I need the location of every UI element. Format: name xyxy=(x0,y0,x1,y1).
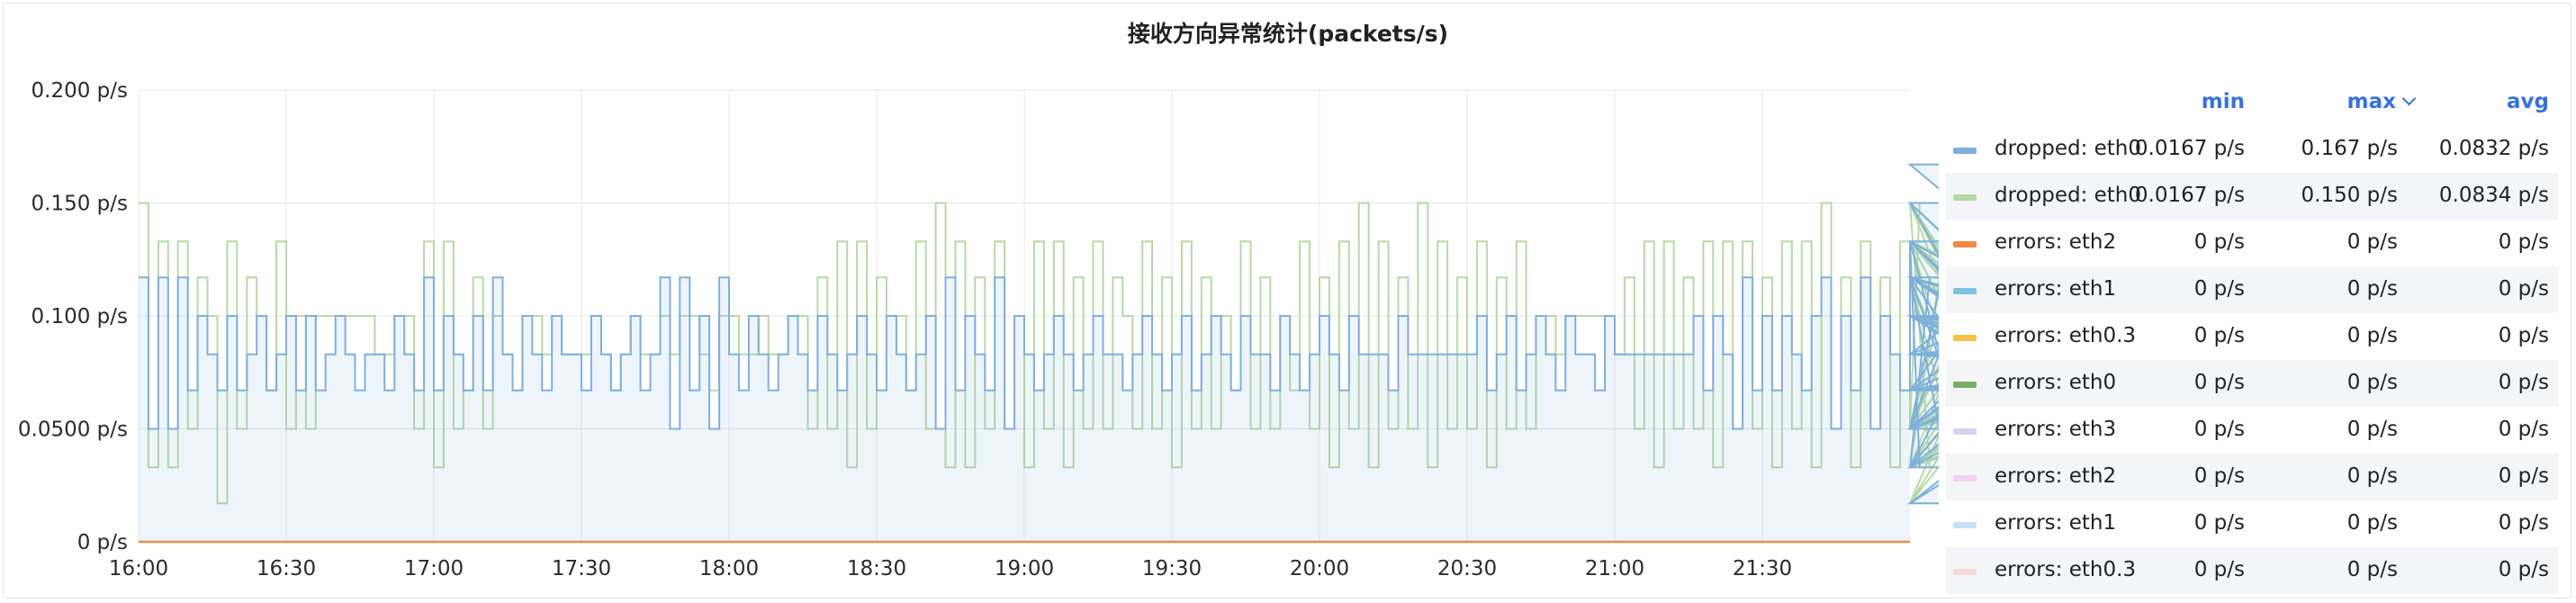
legend-series-name: errors: eth1 xyxy=(1995,511,2117,535)
series-color-swatch xyxy=(1953,288,1977,294)
y-tick-label: 0 p/s xyxy=(77,531,128,554)
legend-max-value: 0 p/s xyxy=(2346,558,2398,581)
legend-min-value: 0.0167 p/s xyxy=(2134,137,2245,160)
legend-min-value: 0 p/s xyxy=(2193,371,2245,394)
x-tick-label: 21:30 xyxy=(1733,557,1792,580)
series-color-swatch xyxy=(1953,382,1977,388)
legend-min-value: 0 p/s xyxy=(2193,277,2245,301)
series-color-swatch xyxy=(1953,475,1977,482)
legend-header-min[interactable]: min xyxy=(2201,90,2245,113)
x-tick-label: 16:00 xyxy=(109,557,168,580)
legend-row[interactable]: dropped: eth0 0.0167 p/s 0.167 p/s 0.0832 p… xyxy=(1946,126,2558,173)
legend-max-value: 0.167 p/s xyxy=(2301,137,2399,160)
legend-avg-value: 0 p/s xyxy=(2498,464,2549,488)
legend-row[interactable]: errors: eth1 0 p/s 0 p/s 0 p/s xyxy=(1946,500,2558,547)
chart-panel: 接收方向异常统计(packets/s) 0 p/s 0.0500 p/s 0.100… xyxy=(3,3,2571,598)
legend-table: min max avg dropped: eth0 0.0167 p/s 0.167… xyxy=(1946,83,2558,594)
series-color-swatch xyxy=(1953,428,1977,435)
legend-header-max-label: max xyxy=(2346,90,2396,113)
legend-max-value: 0 p/s xyxy=(2346,418,2398,441)
legend-series-name: dropped: eth0 xyxy=(1995,184,2142,207)
legend-row[interactable]: errors: eth0.3 0 p/s 0 p/s 0 p/s xyxy=(1946,547,2558,594)
x-tick-label: 17:00 xyxy=(404,557,464,580)
y-tick-label: 0.0500 p/s xyxy=(18,418,128,442)
legend-max-value: 0 p/s xyxy=(2346,230,2398,254)
x-tick-label: 19:30 xyxy=(1142,557,1202,580)
legend-min-value: 0 p/s xyxy=(2193,324,2245,347)
series-line xyxy=(139,202,1939,505)
legend-avg-value: 0 p/s xyxy=(2498,277,2549,301)
x-tick-label: 21:00 xyxy=(1585,557,1644,580)
legend-series-name: errors: eth0.3 xyxy=(1995,324,2137,347)
series-color-swatch xyxy=(1953,241,1977,248)
legend-series-name: errors: eth2 xyxy=(1995,464,2117,488)
panel-title: 接收方向异常统计(packets/s) xyxy=(1127,21,1449,47)
x-tick-label: 19:00 xyxy=(995,557,1054,580)
x-tick-label: 20:30 xyxy=(1437,557,1497,580)
axis-layer: 0 p/s 0.0500 p/s 0.100 p/s 0.150 p/s 0.200 p… xyxy=(18,79,1792,580)
legend-max-value: 0 p/s xyxy=(2346,277,2398,301)
legend-header: min max avg xyxy=(1946,83,2558,126)
legend-max-value: 0 p/s xyxy=(2346,371,2398,394)
legend-max-value: 0 p/s xyxy=(2346,511,2398,535)
legend-avg-value: 0.0832 p/s xyxy=(2438,137,2549,160)
legend-avg-value: 0 p/s xyxy=(2498,230,2549,254)
legend-avg-value: 0 p/s xyxy=(2498,511,2549,535)
legend-max-value: 0.150 p/s xyxy=(2301,184,2399,207)
series-color-swatch xyxy=(1953,569,1977,575)
legend-avg-value: 0 p/s xyxy=(2498,324,2549,347)
legend-min-value: 0 p/s xyxy=(2193,464,2245,488)
legend-min-value: 0.0167 p/s xyxy=(2134,184,2245,207)
legend-avg-value: 0 p/s xyxy=(2498,558,2549,581)
legend-header-avg[interactable]: avg xyxy=(2507,90,2549,113)
series-color-swatch xyxy=(1953,148,1977,154)
x-tick-label: 17:30 xyxy=(552,557,611,580)
legend-min-value: 0 p/s xyxy=(2193,418,2245,441)
legend-row[interactable]: errors: eth0 0 p/s 0 p/s 0 p/s xyxy=(1946,360,2558,407)
series-area xyxy=(139,164,1939,542)
legend-row[interactable]: errors: eth0.3 0 p/s 0 p/s 0 p/s xyxy=(1946,313,2558,360)
legend-series-name: errors: eth0.3 xyxy=(1995,558,2137,581)
series-layer xyxy=(139,163,1939,544)
series-color-swatch xyxy=(1953,194,1977,201)
legend-avg-value: 0 p/s xyxy=(2498,371,2549,394)
legend-avg-value: 0 p/s xyxy=(2498,418,2549,441)
legend-row[interactable]: errors: eth3 0 p/s 0 p/s 0 p/s xyxy=(1946,407,2558,454)
series-line xyxy=(139,163,1939,505)
y-tick-label: 0.200 p/s xyxy=(32,79,129,103)
x-tick-label: 16:30 xyxy=(257,557,316,580)
x-tick-label: 20:00 xyxy=(1290,557,1349,580)
series-color-swatch xyxy=(1953,335,1977,341)
legend-avg-value: 0.0834 p/s xyxy=(2438,184,2549,207)
legend-row[interactable]: dropped: eth0 0.0167 p/s 0.150 p/s 0.0834 p… xyxy=(1946,173,2558,220)
x-tick-label: 18:00 xyxy=(699,557,759,580)
y-tick-label: 0.150 p/s xyxy=(32,193,129,216)
legend-series-name: errors: eth1 xyxy=(1995,277,2117,301)
legend-series-name: dropped: eth0 xyxy=(1995,137,2142,160)
legend-min-value: 0 p/s xyxy=(2193,230,2245,254)
legend-series-name: errors: eth2 xyxy=(1995,230,2117,254)
x-tick-label: 18:30 xyxy=(847,557,906,580)
y-tick-label: 0.100 p/s xyxy=(32,305,129,328)
sort-desc-icon xyxy=(2401,91,2417,106)
series-color-swatch xyxy=(1953,522,1977,528)
legend-row[interactable]: errors: eth2 0 p/s 0 p/s 0 p/s xyxy=(1946,454,2558,500)
legend-max-value: 0 p/s xyxy=(2346,324,2398,347)
legend-rows: dropped: eth0 0.0167 p/s 0.167 p/s 0.0832 p… xyxy=(1946,126,2558,594)
legend-max-value: 0 p/s xyxy=(2346,464,2398,488)
legend-header-max[interactable]: max xyxy=(2346,90,2417,113)
legend-min-value: 0 p/s xyxy=(2193,511,2245,535)
chart-svg: 0 p/s 0.0500 p/s 0.100 p/s 0.150 p/s 0.200 p… xyxy=(18,79,1939,580)
legend-row[interactable]: errors: eth2 0 p/s 0 p/s 0 p/s xyxy=(1946,220,2558,266)
legend-series-name: errors: eth0 xyxy=(1995,371,2117,394)
legend-min-value: 0 p/s xyxy=(2193,558,2245,581)
legend-row[interactable]: errors: eth1 0 p/s 0 p/s 0 p/s xyxy=(1946,266,2558,313)
legend-series-name: errors: eth3 xyxy=(1995,418,2117,441)
